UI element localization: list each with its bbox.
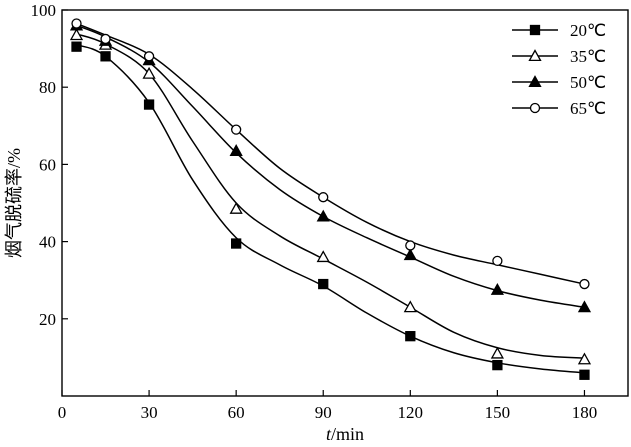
x-tick-label: 30 (141, 403, 158, 422)
axis-ticks: 0 30 60 90 120 150 180 20 40 60 80 100 (31, 1, 598, 422)
data-point (229, 201, 243, 214)
data-point (316, 209, 330, 222)
y-tick-label: 60 (39, 155, 56, 174)
data-point (318, 192, 329, 203)
data-point (577, 352, 592, 365)
legend-marker (528, 75, 542, 88)
legend-label: 20℃ (570, 21, 606, 40)
data-point (403, 300, 417, 313)
data-point (405, 240, 416, 251)
data-point (231, 124, 242, 135)
data-point (69, 28, 84, 41)
legend-marker (529, 102, 541, 114)
x-tick-label: 60 (228, 403, 245, 422)
data-point (405, 331, 416, 342)
x-tick-label: 0 (58, 403, 67, 422)
y-tick-label: 40 (39, 233, 56, 252)
legend-label: 35℃ (570, 47, 606, 66)
data-point (492, 359, 503, 371)
x-axis-title-unit: /min (331, 424, 364, 444)
data-point (490, 346, 504, 359)
x-tick-label: 90 (315, 403, 332, 422)
data-point (100, 33, 111, 45)
x-tick-label: 120 (398, 403, 424, 422)
x-tick-label: 180 (572, 403, 598, 422)
data-point (490, 283, 504, 295)
legend-label: 65℃ (570, 99, 606, 118)
x-tick-label: 150 (485, 403, 511, 422)
data-point (318, 278, 329, 290)
legend-label: 50℃ (570, 73, 606, 92)
data-point (143, 51, 155, 62)
series-line (76, 24, 585, 308)
data-point (577, 300, 592, 313)
data-point (579, 278, 590, 290)
legend-marker (529, 24, 541, 36)
data-point (142, 66, 156, 79)
legend: 20℃ 35℃ 50℃ 65℃ (512, 21, 606, 118)
data-point (71, 41, 82, 52)
series-line (76, 44, 585, 374)
data-point (229, 144, 243, 156)
data-point (231, 238, 242, 249)
data-point (100, 51, 111, 62)
y-axis-title: 烟气脱硫率/% (4, 148, 24, 258)
data-point (143, 99, 155, 110)
data-point (71, 18, 82, 29)
data-point (316, 250, 330, 263)
series-line (76, 33, 585, 359)
data-point (492, 255, 503, 267)
y-tick-label: 80 (39, 78, 56, 97)
x-axis-title: t/min (326, 424, 364, 444)
x-axis-title-var: t (326, 424, 332, 444)
y-tick-label: 20 (39, 310, 56, 329)
series-markers (69, 18, 592, 380)
data-point (579, 369, 590, 380)
plot-area-frame (61, 9, 629, 397)
data-point (403, 248, 417, 261)
legend-marker (528, 49, 542, 62)
y-tick-label: 100 (31, 1, 57, 20)
